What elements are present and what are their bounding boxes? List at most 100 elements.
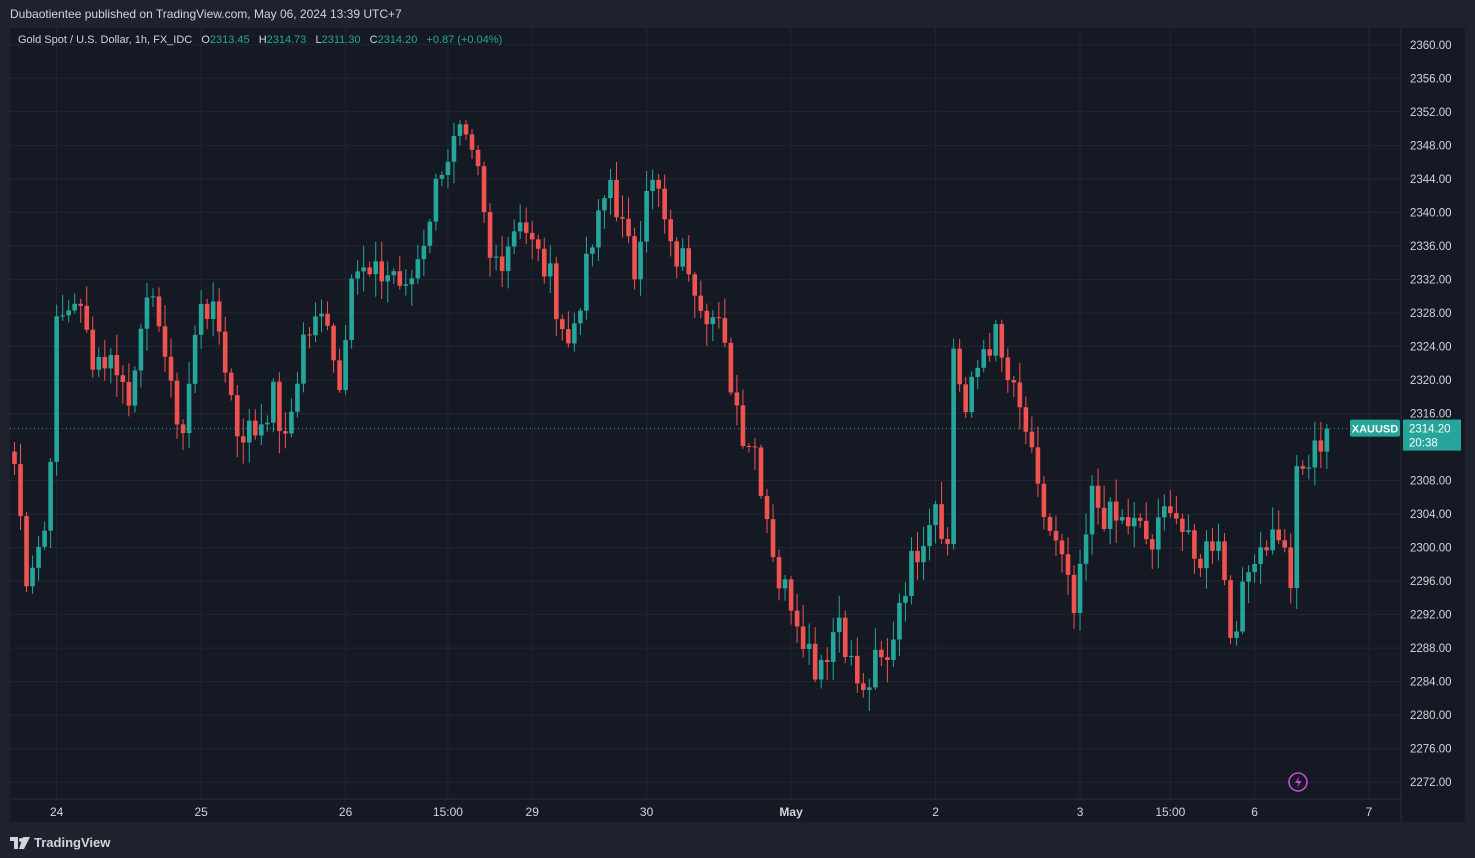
candle [1011, 375, 1017, 398]
candle-body [933, 504, 938, 526]
lightning-icon[interactable] [1288, 772, 1308, 792]
candle [307, 327, 312, 349]
candle [656, 174, 661, 208]
candle-body [993, 324, 999, 356]
tradingview-logo-icon [10, 836, 30, 850]
candle [981, 339, 987, 373]
candle-body [590, 247, 595, 254]
candle-body [584, 253, 589, 311]
candle-body [1059, 540, 1065, 555]
candle-body [1041, 483, 1047, 518]
candle [66, 299, 71, 323]
candle [764, 488, 770, 534]
candle-body [891, 639, 896, 661]
candle [909, 537, 914, 605]
candle [590, 244, 595, 267]
chart-area[interactable]: 2360.00 2356.00 2352.00 2348.00 2344.00 2340.… [10, 28, 1465, 822]
candle [782, 574, 788, 601]
candle-body [469, 134, 475, 150]
candle [439, 171, 445, 187]
candle-body [1246, 572, 1251, 582]
candle [993, 320, 999, 362]
candle-body [704, 310, 710, 325]
candle-body [939, 504, 944, 540]
candle-body [1011, 380, 1017, 383]
y-tick-label: 2272.00 [1410, 777, 1452, 789]
candle-body [710, 317, 716, 325]
x-tick-label: 15:00 [433, 805, 463, 819]
candle-body [975, 367, 980, 377]
candle-body [873, 649, 878, 688]
candle-body [927, 525, 932, 547]
candle-body [1131, 517, 1137, 527]
candle-body [331, 325, 336, 361]
candle-body [818, 659, 824, 680]
candle-body [650, 179, 655, 192]
candle-body [12, 451, 17, 465]
footer-brand[interactable]: TradingView [34, 834, 111, 850]
x-tick-label: 2 [932, 805, 939, 819]
open-label: O [201, 34, 210, 46]
candle [662, 174, 667, 234]
candle-body [1143, 520, 1149, 540]
candle [1258, 531, 1263, 585]
candle [800, 604, 806, 658]
candle-body [451, 135, 457, 162]
symbol-badge: XAUUSD [1350, 419, 1400, 437]
candle-body [963, 384, 968, 413]
candle [1174, 495, 1179, 525]
candle-body [861, 683, 866, 691]
candle [1282, 529, 1288, 553]
candle-body [608, 179, 613, 199]
candle-body [168, 356, 174, 381]
candle-body [1198, 558, 1203, 569]
candle-body [18, 464, 23, 517]
candle [180, 419, 186, 450]
candle-body [289, 411, 294, 434]
candle [1186, 514, 1191, 535]
candle-body [885, 657, 890, 661]
candle [271, 378, 276, 433]
y-tick-label: 2360.00 [1410, 40, 1452, 52]
candle-body [361, 267, 366, 272]
candle-body [1174, 513, 1179, 519]
candle-body [24, 516, 29, 587]
candle [30, 555, 35, 594]
candle-body [1282, 540, 1288, 548]
candle [313, 302, 318, 343]
candle [301, 322, 306, 393]
candle-body [343, 339, 348, 391]
candle-body [764, 495, 770, 520]
candle-body [722, 318, 728, 343]
candle [861, 673, 866, 698]
y-tick-label: 2316.00 [1410, 409, 1452, 421]
candle-body [692, 274, 698, 296]
candle-body [1156, 517, 1161, 550]
y-tick-label: 2356.00 [1410, 73, 1452, 85]
candle-body [999, 324, 1005, 358]
candle-body [620, 217, 625, 219]
candle [1222, 532, 1227, 586]
candle-body [180, 424, 186, 434]
candle-body [475, 149, 481, 167]
candle [1234, 620, 1239, 646]
candle-body [1107, 501, 1113, 530]
price-chart[interactable]: 2360.00 2356.00 2352.00 2348.00 2344.00 2340.… [10, 28, 1465, 822]
y-tick-label: 2348.00 [1410, 140, 1452, 152]
candle-body [505, 246, 511, 272]
candle-body [439, 175, 445, 179]
candle [915, 532, 920, 580]
candle-body [409, 278, 415, 285]
candle [517, 204, 523, 240]
candle [379, 241, 385, 300]
candle [704, 303, 710, 346]
candle [1035, 426, 1041, 497]
x-tick-label: 25 [194, 805, 208, 819]
x-tick-label: 24 [50, 805, 64, 819]
candle [626, 197, 631, 244]
candle [403, 269, 409, 296]
candle [12, 442, 17, 476]
candle-body [879, 649, 884, 658]
candle [638, 220, 643, 296]
candle [1029, 416, 1035, 453]
